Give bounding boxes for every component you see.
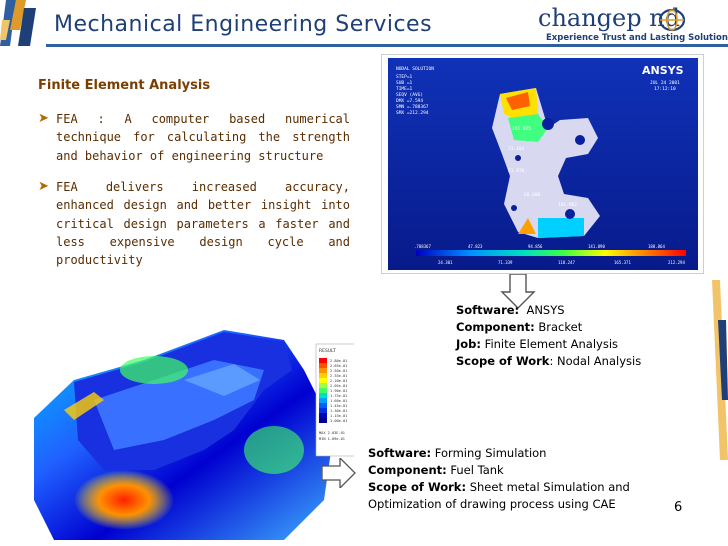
svg-text:1.90e-01: 1.90e-01 — [330, 389, 347, 393]
tank-legend-title: RESULT — [319, 348, 336, 354]
ansys-header-line: NODAL SOLUTION — [396, 66, 434, 72]
scope-line-continued: Optimization of drawing process using CA… — [368, 497, 616, 511]
ansys-legend-bar — [416, 250, 686, 256]
software-line: Software: Forming Simulation — [368, 446, 547, 460]
section-heading: Finite Element Analysis — [38, 78, 211, 93]
svg-text:1.30e-01: 1.30e-01 — [330, 409, 347, 413]
svg-text:STEP=1: STEP=1 — [396, 74, 413, 80]
logo-wordmark: changep nd — [538, 4, 681, 32]
svg-text:DMX =7.594: DMX =7.594 — [396, 98, 423, 104]
svg-text:141.890: 141.890 — [588, 244, 605, 249]
scope-line: Scope of Work: Sheet metal Simulation an… — [368, 480, 630, 494]
svg-text:24.301: 24.301 — [438, 260, 453, 265]
svg-text:165.371: 165.371 — [614, 260, 631, 265]
svg-text:17:12:10: 17:12:10 — [654, 86, 676, 92]
svg-text:1.15e-01: 1.15e-01 — [330, 414, 347, 418]
ansys-bracket-simulation-image: NODAL SOLUTION STEP=1 SUB =1 TIME=1 SEQV… — [388, 58, 698, 270]
arrow-bullet-icon: ➤ — [38, 179, 49, 194]
svg-text:118.247: 118.247 — [558, 260, 575, 265]
svg-text:2.65e-01: 2.65e-01 — [330, 364, 347, 368]
svg-text:2.05e-01: 2.05e-01 — [330, 384, 347, 388]
side-decoration — [712, 280, 728, 460]
svg-text:1.45e-01: 1.45e-01 — [330, 404, 347, 408]
bullet-item: ➤ FEA delivers increased accuracy, enhan… — [38, 178, 350, 269]
logo-tagline: Experience Trust and Lasting Solutions — [546, 33, 728, 43]
svg-text:2.80e-01: 2.80e-01 — [330, 359, 347, 363]
svg-text:71.339: 71.339 — [498, 260, 513, 265]
ansys-info-block: Software: ANSYS Component: Bracket Job: … — [456, 302, 641, 370]
svg-text:JUL 24 2001: JUL 24 2001 — [650, 80, 680, 86]
svg-text:SEQV (AVG): SEQV (AVG) — [396, 92, 423, 98]
forming-info-block: Software: Forming Simulation Component: … — [368, 445, 630, 513]
ansys-brand: ANSYS — [642, 64, 684, 77]
scope-line: Scope of Work: Nodal Analysis — [456, 354, 642, 368]
svg-text:188.864: 188.864 — [648, 244, 665, 249]
svg-text:2.35e-01: 2.35e-01 — [330, 374, 347, 378]
right-arrow-icon — [322, 458, 356, 488]
page-title: Mechanical Engineering Services — [54, 12, 433, 37]
bullet-text: FEA delivers increased accuracy, enhance… — [56, 180, 350, 268]
title-rule — [46, 44, 728, 47]
page-number: 6 — [674, 500, 683, 515]
company-logo: changep nd Experience Trust and Lasting … — [538, 4, 728, 46]
component-line: Component: Bracket — [456, 320, 583, 334]
svg-text:SMX =212.294: SMX =212.294 — [396, 110, 429, 116]
corner-decoration — [0, 0, 46, 46]
svg-text:94.856: 94.856 — [528, 244, 543, 249]
svg-text:47.823: 47.823 — [468, 244, 483, 249]
svg-text:68.608: 68.608 — [524, 192, 541, 198]
logo-globe-icon — [658, 8, 686, 32]
svg-text:21.070: 21.070 — [508, 168, 525, 174]
bullet-item: ➤ FEA : A computer based numerical techn… — [38, 110, 350, 165]
svg-text:.788367: .788367 — [414, 244, 431, 249]
software-line: Software: ANSYS — [456, 303, 565, 317]
svg-text:SMN =.788367: SMN =.788367 — [396, 104, 429, 110]
svg-text:212.294: 212.294 — [668, 260, 685, 265]
svg-text:TIME=1: TIME=1 — [396, 86, 413, 92]
svg-text:MAX 2.83E-01: MAX 2.83E-01 — [319, 431, 345, 435]
svg-text:73.104: 73.104 — [508, 146, 525, 152]
down-arrow-icon — [500, 274, 536, 309]
job-line: Job: Finite Element Analysis — [456, 337, 619, 351]
svg-text:2.50e-01: 2.50e-01 — [330, 369, 347, 373]
fuel-tank-simulation-image: RESULT 2.80e-01 2.65e-01 2.50e-01 2.35e-… — [34, 330, 354, 540]
svg-text:1.00e-01: 1.00e-01 — [330, 419, 347, 423]
svg-text:2.20e-01: 2.20e-01 — [330, 379, 347, 383]
svg-text:101.982: 101.982 — [558, 202, 577, 208]
svg-text:165.025: 165.025 — [512, 126, 531, 132]
svg-text:1.60e-01: 1.60e-01 — [330, 399, 347, 403]
arrow-bullet-icon: ➤ — [38, 111, 49, 126]
component-line: Component: Fuel Tank — [368, 463, 504, 477]
ansys-image-frame — [381, 54, 704, 274]
bullet-text: FEA : A computer based numerical techniq… — [56, 112, 350, 163]
svg-text:1.75e-01: 1.75e-01 — [330, 394, 347, 398]
svg-text:MIN 1.09e-01: MIN 1.09e-01 — [319, 437, 345, 441]
svg-text:SUB =1: SUB =1 — [396, 80, 413, 86]
